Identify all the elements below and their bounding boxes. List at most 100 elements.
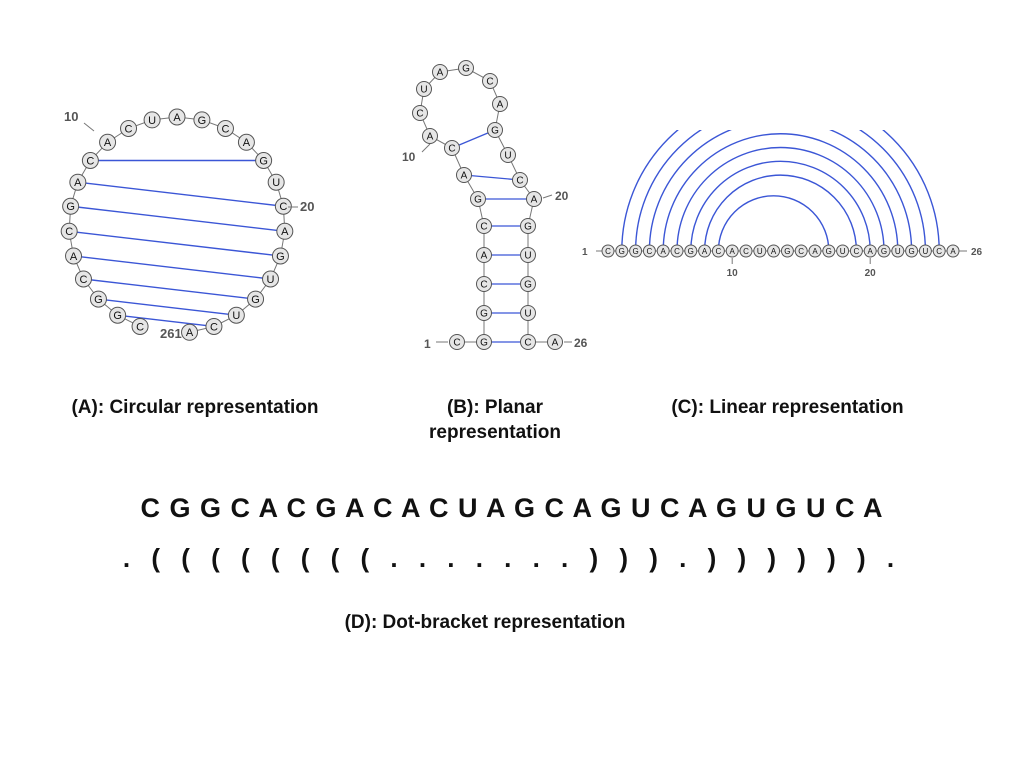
nucleotide-4: C [74,270,92,288]
base-pair-arc [662,133,899,252]
nucleotide-11: C [120,119,138,137]
svg-text:C: C [453,338,460,349]
base-pair-arc [634,130,927,252]
svg-text:U: U [524,251,531,262]
nucleotide-16: A [808,244,822,258]
svg-text:C: C [854,247,860,256]
svg-text:U: U [757,247,763,256]
svg-text:G: G [259,155,268,167]
label-20: 20 [555,189,569,203]
nucleotide-9: C [711,244,725,258]
svg-text:C: C [65,226,73,238]
svg-text:C: C [221,123,229,135]
nucleotide-15: C [482,73,498,89]
label-26: 26 [971,247,983,258]
svg-text:C: C [936,247,942,256]
nucleotide-3: G [476,305,492,321]
svg-text:A: A [531,195,538,206]
svg-text:G: G [908,247,914,256]
nucleotide-6: C [476,218,492,234]
caption-a: (A): Circular representation [71,397,319,418]
nucleotide-21: G [271,247,289,265]
svg-text:C: C [279,201,287,213]
nucleotide-10: A [422,128,438,144]
svg-text:A: A [104,137,112,149]
nucleotide-17: G [822,244,836,258]
caption-d: (D): Dot-bracket representation [344,612,626,633]
svg-text:G: G [826,247,832,256]
svg-text:G: G [276,251,285,263]
nucleotide-22: U [262,270,280,288]
nucleotide-15: C [794,244,808,258]
nucleotide-14: G [193,111,211,129]
base-pair-line [83,278,256,300]
svg-text:G: G [94,294,103,306]
nucleotide-9: C [81,152,99,170]
svg-text:C: C [716,247,722,256]
svg-text:G: G [619,247,625,256]
nucleotide-26: A [946,244,960,258]
nucleotide-5: A [656,244,670,258]
base-pair-line [117,314,215,328]
label-1: 1 [424,337,431,351]
nucleotide-21: G [520,218,536,234]
nucleotide-6: C [670,244,684,258]
svg-text:U: U [895,247,901,256]
nucleotide-1: C [131,317,149,335]
svg-text:G: G [881,247,887,256]
svg-text:A: A [950,247,956,256]
nucleotide-25: C [205,317,223,335]
sequence-line: C G G C A C G A C A C U A G C A G U C A … [140,493,884,523]
base-pair-arc [703,174,858,252]
svg-text:A: A [497,100,504,111]
svg-text:C: C [416,109,423,120]
nucleotide-12: U [753,244,767,258]
svg-text:U: U [267,274,275,286]
svg-text:G: G [251,294,260,306]
nucleotide-23: G [905,244,919,258]
nucleotide-10: A [99,133,117,151]
nucleotide-9: C [444,140,460,156]
svg-text:A: A [661,247,667,256]
nucleotide-19: C [849,244,863,258]
svg-text:C: C [486,77,493,88]
nucleotide-13: A [168,108,186,126]
nucleotide-1: C [449,334,465,350]
svg-text:C: C [524,338,531,349]
nucleotide-4: C [642,244,656,258]
base-pair-arc [690,160,871,252]
nucleotide-16: A [492,96,508,112]
base-pair-arc [717,195,830,252]
svg-text:C: C [480,280,487,291]
svg-text:G: G [524,222,532,233]
nucleotide-6: C [60,222,78,240]
dot-bracket-line: . ( ( ( ( ( ( ( ( . . . . . . . ) ) ) . … [122,543,902,573]
svg-text:C: C [448,144,455,155]
svg-text:G: G [113,310,122,322]
label-10: 10 [402,150,416,164]
nucleotide-7: G [470,191,486,207]
nucleotide-5: A [476,247,492,263]
base-pair-line [77,181,284,207]
svg-text:A: A [70,251,78,263]
svg-text:A: A [771,247,777,256]
svg-text:C: C [798,247,804,256]
base-pair-arc [621,130,940,252]
svg-text:C: C [647,247,653,256]
svg-text:A: A [461,171,468,182]
nucleotide-3: G [89,290,107,308]
svg-text:G: G [480,338,488,349]
label-26-1: 261 [160,326,182,341]
nucleotide-2: G [476,334,492,350]
svg-text:C: C [516,176,523,187]
svg-text:G: G [632,247,638,256]
svg-text:U: U [840,247,846,256]
nucleotide-22: U [520,247,536,263]
svg-text:A: A [437,68,444,79]
svg-text:U: U [524,309,531,320]
nucleotide-13: A [767,244,781,258]
svg-text:A: A [552,338,559,349]
svg-text:U: U [272,177,280,189]
